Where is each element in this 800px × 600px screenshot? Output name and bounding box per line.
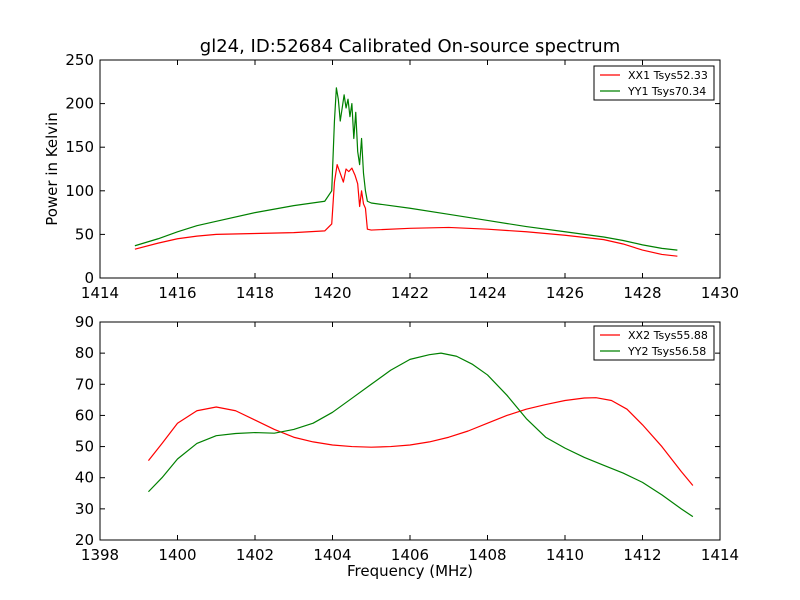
y-tick-label: 50	[75, 438, 94, 456]
y-tick-label: 90	[75, 313, 94, 331]
y-tick-label: 50	[75, 225, 94, 243]
bottom-panel: 1398 1400 1402 1404 1406 1408 1410 1412 1414 20 30…	[75, 313, 739, 564]
x-tick-label: 1406	[391, 546, 429, 564]
x-tick-label: 1420	[313, 284, 351, 302]
legend-0: XX1 Tsys52.33 YY1 Tsys70.34	[593, 65, 715, 101]
legend-entry: YY1 Tsys70.34	[627, 85, 706, 98]
top-panel: 1414 1416 1418 1420 1422 1424 1426 1428 1430 0 50 1…	[65, 51, 739, 302]
x-tick-label: 1430	[701, 284, 739, 302]
y-tick-label: 20	[75, 531, 94, 549]
y-tick-label: 0	[84, 269, 94, 287]
x-tick-label: 1422	[391, 284, 429, 302]
y-tick-label: 70	[75, 375, 94, 393]
y-tick-label: 200	[65, 95, 94, 113]
series-line-0-1	[134, 87, 678, 251]
x-tick-label: 1408	[468, 546, 506, 564]
x-tick-label: 1400	[158, 546, 196, 564]
x-tick-label: 1428	[623, 284, 661, 302]
x-tick-label: 1398	[81, 546, 119, 564]
legend-entry: YY2 Tsys56.58	[627, 345, 706, 358]
x-tick-label: 1404	[313, 546, 351, 564]
y-tick-label: 80	[75, 344, 94, 362]
series-line-1-1	[148, 352, 694, 518]
x-tick-label: 1424	[468, 284, 506, 302]
y-tick-label: 250	[65, 51, 94, 69]
y-tick-label: 60	[75, 406, 94, 424]
y-tick-label: 100	[65, 182, 94, 200]
x-tick-label: 1418	[236, 284, 274, 302]
series-line-1-0	[147, 397, 694, 486]
x-tick-label: 1414	[81, 284, 119, 302]
chart-title: gl24, ID:52684 Calibrated On-source spec…	[200, 36, 620, 57]
x-tick-label: 1426	[546, 284, 584, 302]
x-tick-label: 1410	[546, 546, 584, 564]
series-line-0-0	[134, 164, 678, 257]
legend-entry: XX2 Tsys55.88	[628, 329, 708, 342]
x-tick-label: 1402	[236, 546, 274, 564]
y-tick-label: 40	[75, 469, 94, 487]
legend-box	[593, 325, 715, 361]
x-tick-label: 1416	[158, 284, 196, 302]
y-tick-label: 30	[75, 500, 94, 518]
x-tick-label: 1414	[701, 546, 739, 564]
legend-1: XX2 Tsys55.88 YY2 Tsys56.58	[593, 325, 715, 361]
legend-entry: XX1 Tsys52.33	[628, 69, 708, 82]
legend-box	[593, 65, 715, 101]
y-axis-label: Power in Kelvin	[43, 112, 61, 226]
x-tick-label: 1412	[623, 546, 661, 564]
x-axis-label: Frequency (MHz)	[347, 562, 473, 580]
y-tick-label: 150	[65, 138, 94, 156]
